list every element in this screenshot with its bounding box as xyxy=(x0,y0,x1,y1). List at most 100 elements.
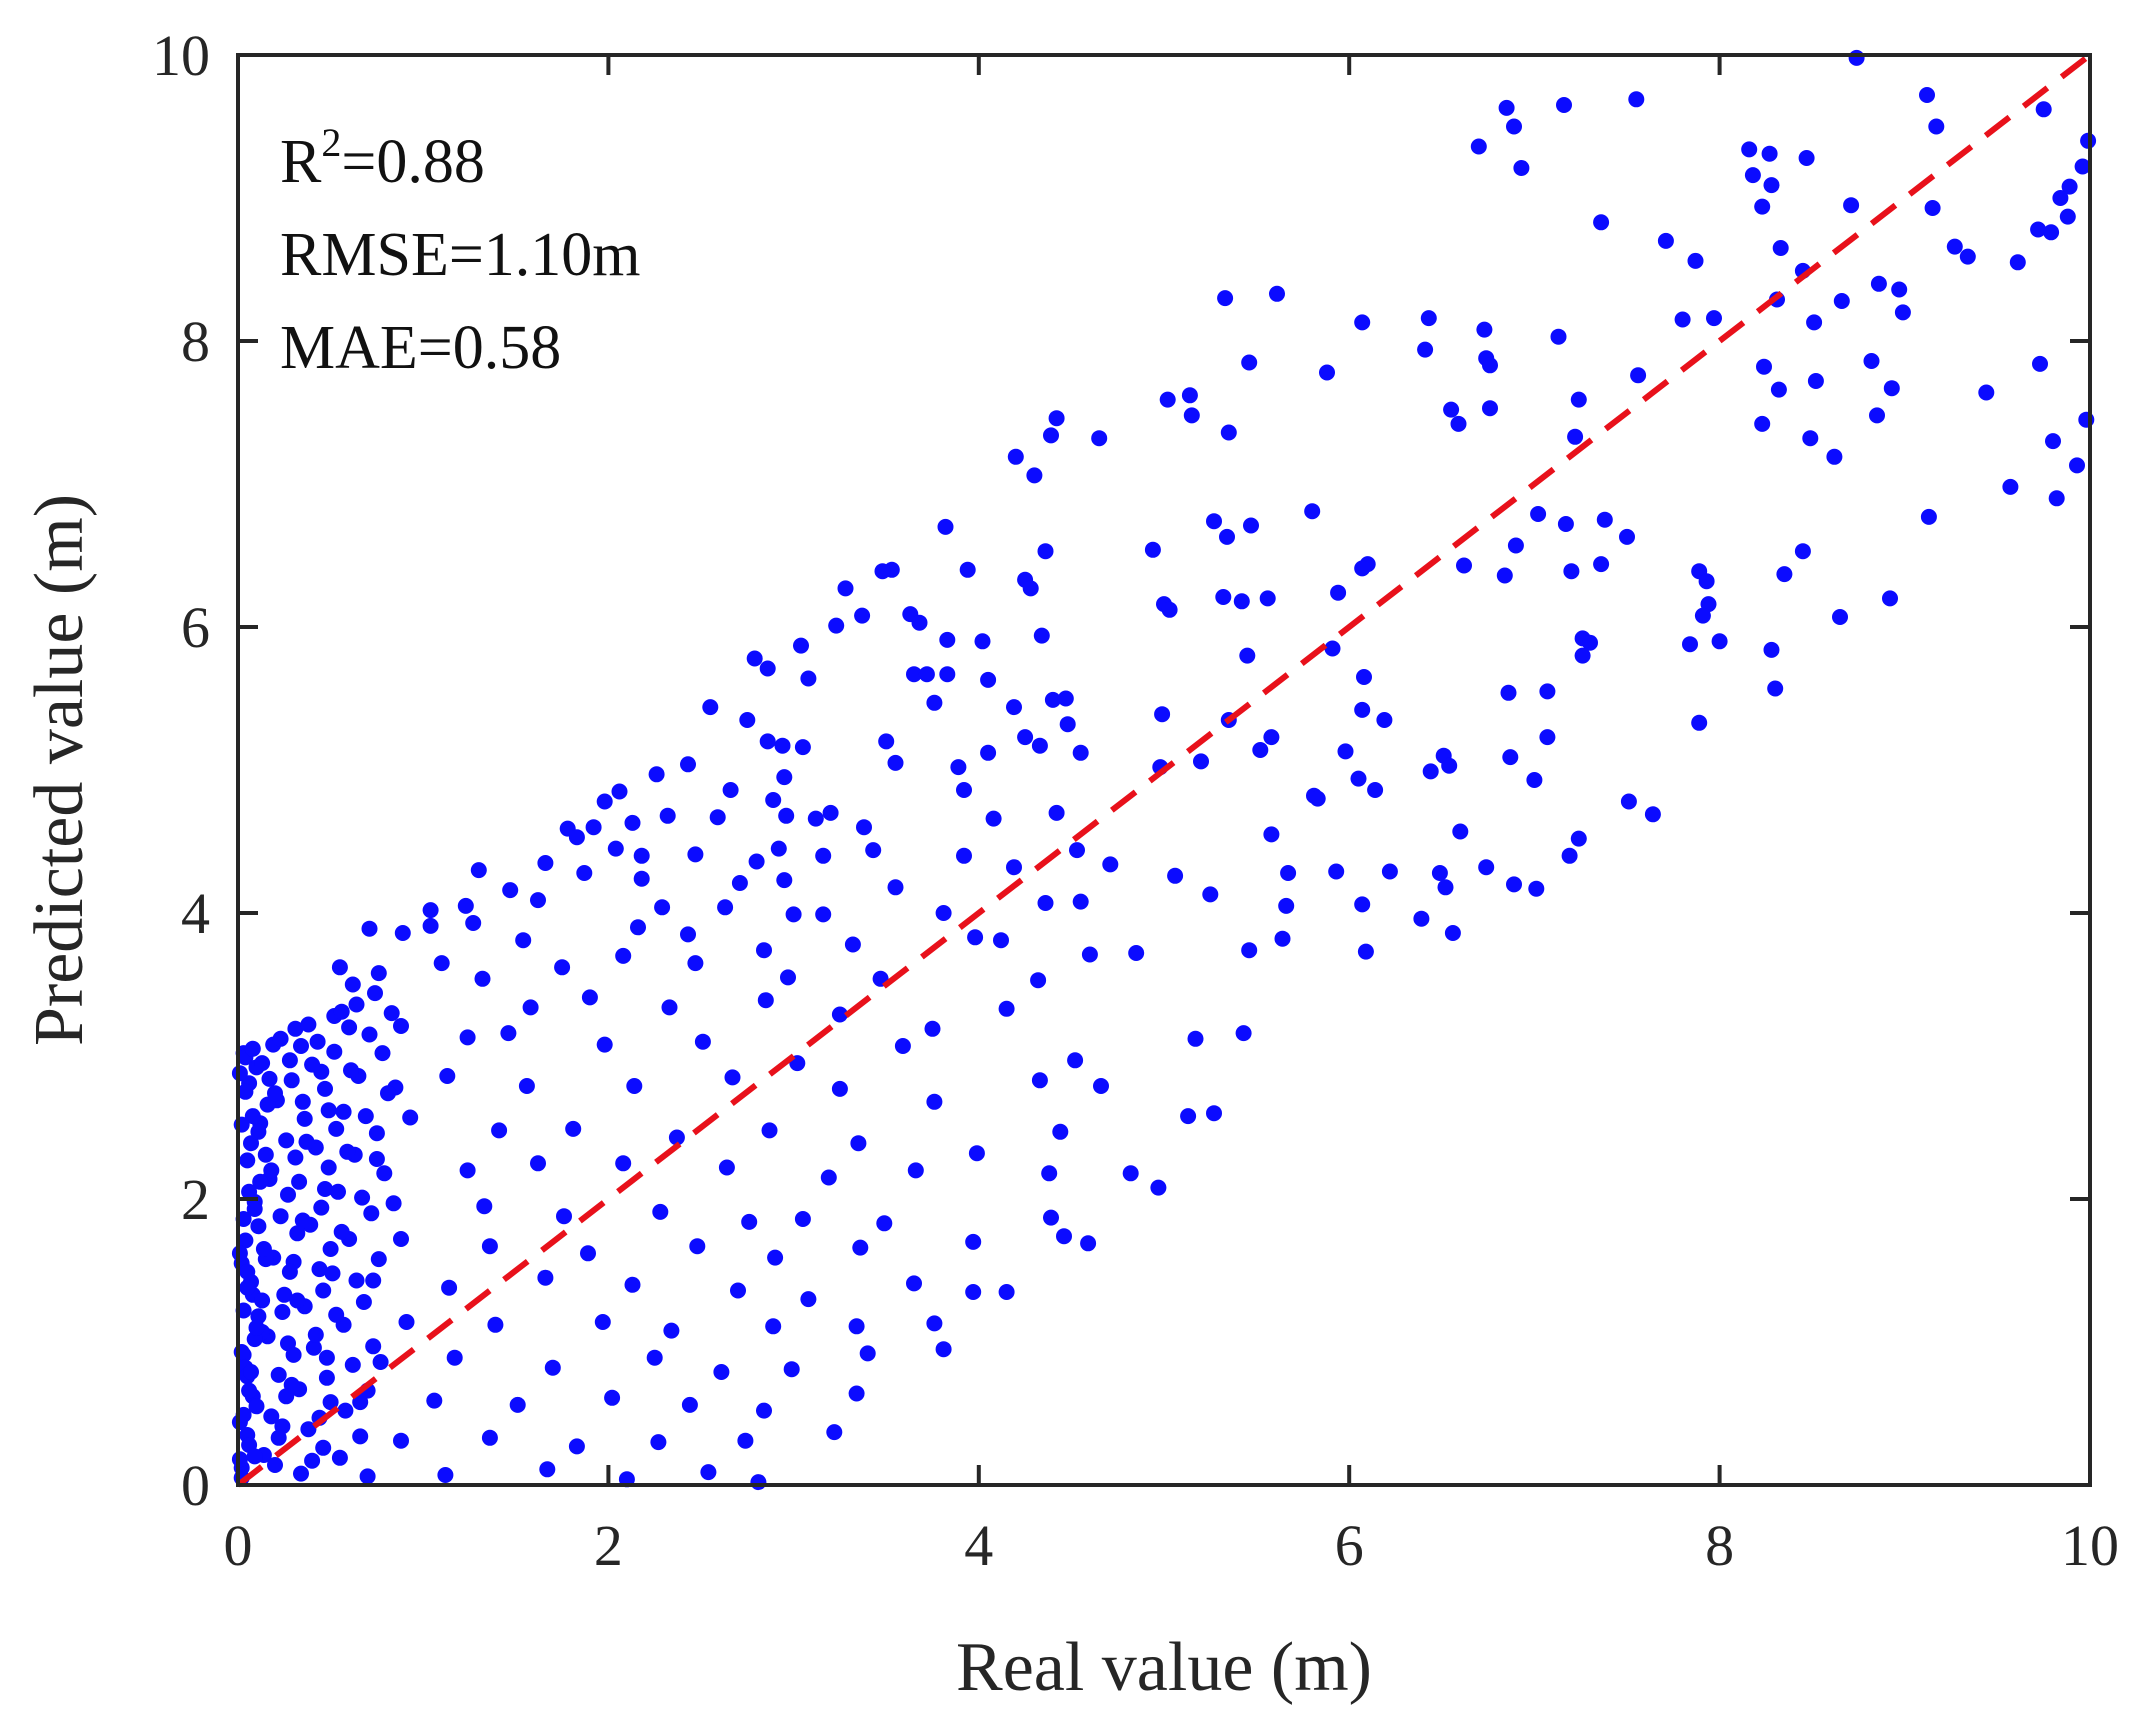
data-point xyxy=(539,1461,556,1478)
data-point xyxy=(722,782,739,798)
data-point xyxy=(661,999,678,1016)
data-point xyxy=(339,1143,356,1160)
data-point xyxy=(1657,232,1674,249)
data-point xyxy=(328,1120,345,1137)
data-point xyxy=(289,1292,306,1309)
data-point xyxy=(965,1233,982,1250)
data-point xyxy=(565,1120,582,1137)
data-point xyxy=(300,1016,317,1033)
data-point xyxy=(363,1205,380,1222)
data-point xyxy=(333,1223,350,1240)
data-point xyxy=(1067,1052,1084,1069)
data-point xyxy=(1337,743,1354,760)
data-point xyxy=(950,759,967,776)
data-point xyxy=(985,810,1002,827)
data-point xyxy=(793,637,809,654)
data-point xyxy=(239,1263,256,1280)
data-point xyxy=(368,1125,385,1142)
data-point xyxy=(1357,943,1374,960)
data-point xyxy=(1241,354,1258,371)
data-point xyxy=(1044,691,1061,708)
data-point xyxy=(537,855,554,871)
data-point xyxy=(1620,793,1637,810)
data-point xyxy=(276,1286,293,1303)
data-point xyxy=(1041,1165,1058,1182)
data-point xyxy=(1081,946,1098,963)
data-point xyxy=(1413,910,1430,927)
data-point xyxy=(1354,314,1371,331)
data-point xyxy=(2032,355,2048,372)
data-point xyxy=(1206,1105,1222,1122)
data-point xyxy=(2074,158,2091,175)
data-point xyxy=(1080,1235,1097,1252)
data-point xyxy=(1006,699,1022,716)
data-point xyxy=(1619,528,1635,545)
data-point xyxy=(2045,433,2061,450)
data-point xyxy=(393,1432,409,1449)
data-point xyxy=(594,1314,611,1330)
data-point xyxy=(1754,198,1771,215)
data-point xyxy=(1698,573,1715,590)
data-point xyxy=(315,1282,332,1299)
data-point xyxy=(596,1036,613,1053)
data-point xyxy=(1356,669,1372,685)
data-point xyxy=(422,902,439,919)
data-point xyxy=(1756,358,1772,375)
data-point xyxy=(355,1294,372,1310)
data-point xyxy=(998,1000,1015,1017)
data-point xyxy=(246,1448,263,1465)
data-point xyxy=(659,807,676,824)
data-point xyxy=(874,563,891,580)
data-point xyxy=(372,1354,389,1370)
data-point xyxy=(615,947,632,964)
data-point xyxy=(309,1033,326,1050)
data-point xyxy=(1252,742,1269,758)
data-point xyxy=(370,965,387,982)
data-point xyxy=(607,840,624,857)
data-point xyxy=(474,970,491,987)
data-point xyxy=(1452,823,1469,840)
data-point xyxy=(330,1183,346,1200)
data-point xyxy=(1022,580,1039,597)
data-point xyxy=(352,1428,369,1445)
data-point xyxy=(287,1149,304,1166)
data-point xyxy=(433,955,450,972)
data-point xyxy=(1181,387,1198,404)
data-point xyxy=(357,1108,374,1125)
data-point xyxy=(1354,560,1371,577)
data-point xyxy=(956,847,972,864)
data-point xyxy=(783,1361,800,1378)
data-point xyxy=(1848,49,1865,66)
data-point xyxy=(254,1055,271,1072)
data-point xyxy=(759,660,776,677)
data-point xyxy=(281,1052,298,1069)
data-point xyxy=(1798,150,1815,166)
data-point xyxy=(965,1284,982,1300)
data-point xyxy=(1122,1165,1139,1182)
y-tick-label: 6 xyxy=(181,595,210,660)
data-point xyxy=(1794,543,1811,560)
data-point xyxy=(522,999,539,1016)
data-point xyxy=(926,1093,943,1110)
data-point xyxy=(1376,712,1393,728)
data-point xyxy=(906,1275,922,1292)
data-point xyxy=(1102,856,1119,873)
data-point xyxy=(1033,627,1050,644)
data-point xyxy=(1482,357,1498,374)
data-point xyxy=(1144,541,1161,558)
x-tick-label: 6 xyxy=(1335,1513,1364,1578)
data-point xyxy=(1526,772,1543,788)
data-point xyxy=(1561,847,1578,864)
data-point xyxy=(246,1201,263,1217)
rmse-stat: RMSE=1.10m xyxy=(280,221,641,289)
data-point xyxy=(1422,763,1439,780)
data-point xyxy=(344,976,361,993)
data-point xyxy=(1761,145,1778,162)
data-point xyxy=(1217,290,1234,307)
data-point xyxy=(1706,310,1722,327)
data-point xyxy=(280,1186,296,1203)
data-point xyxy=(800,670,817,687)
data-point xyxy=(1441,757,1458,774)
data-point xyxy=(800,1291,817,1308)
